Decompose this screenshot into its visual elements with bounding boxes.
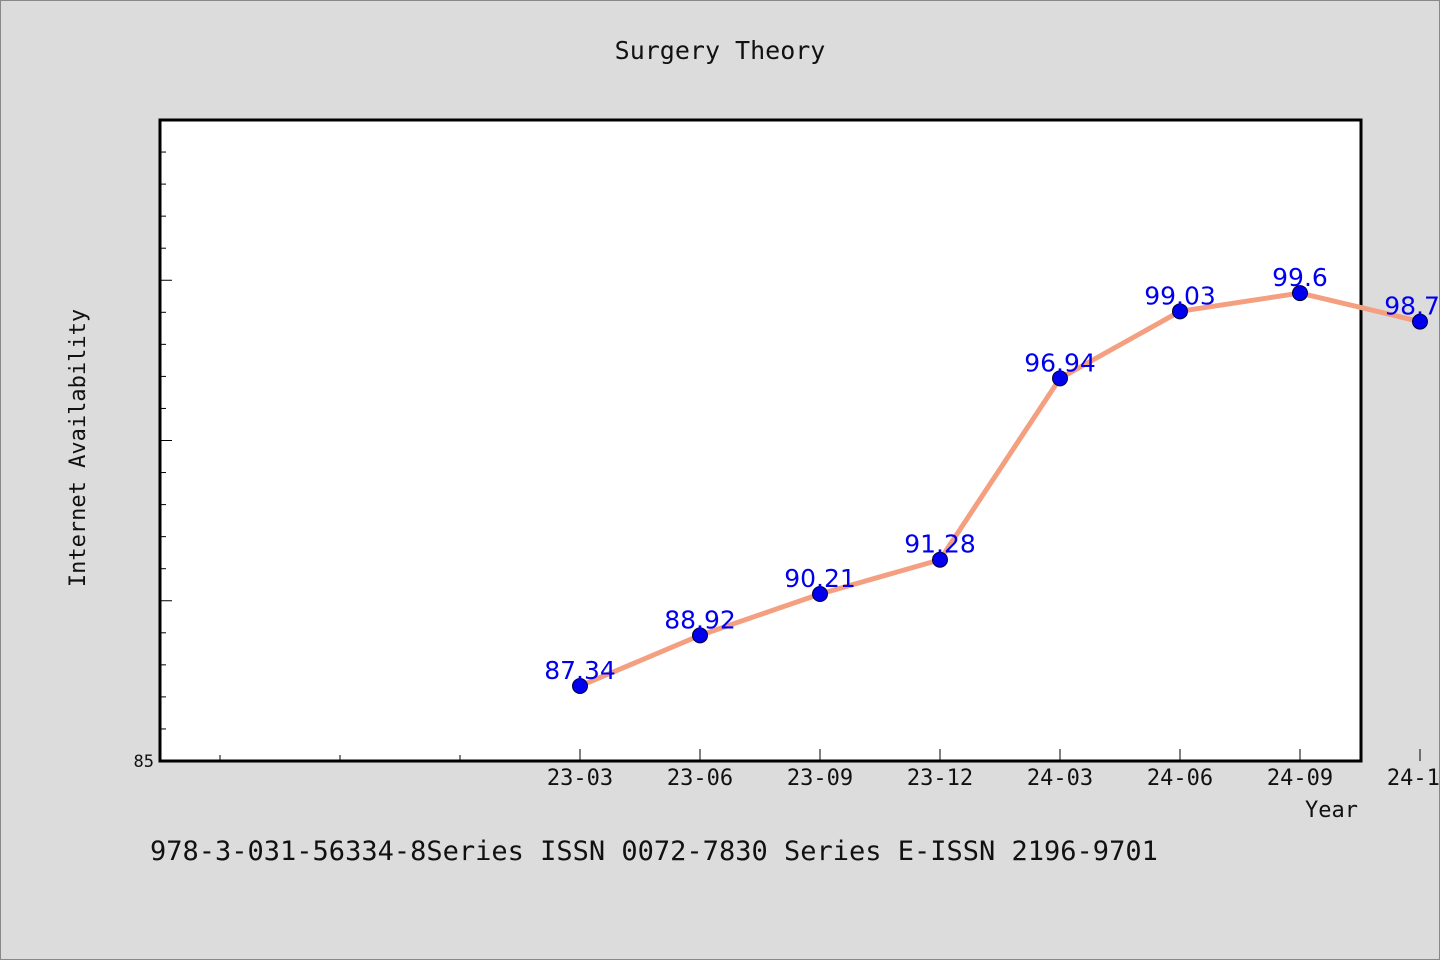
data-label: 90.21 [784, 564, 856, 593]
data-point [932, 551, 948, 568]
x-axis-title: Year [1305, 798, 1358, 823]
x-tick-label: 23-09 [787, 766, 853, 791]
x-tick-label: 24-03 [1027, 766, 1093, 791]
data-point [812, 586, 828, 603]
y-tick-label: 85 [134, 752, 154, 772]
data-label: 96.94 [1024, 348, 1096, 377]
data-label: 88.92 [664, 605, 736, 634]
data-point [1172, 303, 1188, 320]
data-label: 99.6 [1272, 263, 1328, 292]
data-label: 99.03 [1144, 281, 1216, 310]
x-tick-label: 23-03 [547, 766, 613, 791]
x-tick-label: 24-12 [1387, 766, 1440, 791]
data-point [692, 627, 708, 644]
data-point [1052, 370, 1068, 387]
footer-text: 978-3-031-56334-8Series ISSN 0072-7830 S… [150, 836, 1158, 867]
series-line [577, 290, 1423, 689]
data-label: 87.34 [544, 656, 616, 685]
y-axis-ticks: 85 [134, 151, 172, 772]
x-axis-ticks: 23-03 23-06 23-09 23-12 24-03 24-06 24-09 24-12 [219, 749, 1440, 791]
data-label: 98.71 [1384, 292, 1440, 321]
x-tick-label: 23-12 [907, 766, 973, 791]
x-tick-label: 23-06 [667, 766, 733, 791]
chart-title: Surgery Theory [614, 36, 826, 65]
x-tick-label: 24-06 [1147, 766, 1213, 791]
data-point [572, 678, 588, 695]
data-label: 91.28 [904, 530, 976, 559]
data-point [1412, 313, 1428, 330]
data-point [1292, 285, 1308, 302]
series-group: 87.34 88.92 90.21 91.28 96.94 99.03 99.6 98.71 [544, 263, 1440, 695]
plot-background [158, 118, 1363, 763]
x-tick-label: 24-09 [1267, 766, 1333, 791]
y-axis-title: Internet Availability [66, 309, 91, 587]
